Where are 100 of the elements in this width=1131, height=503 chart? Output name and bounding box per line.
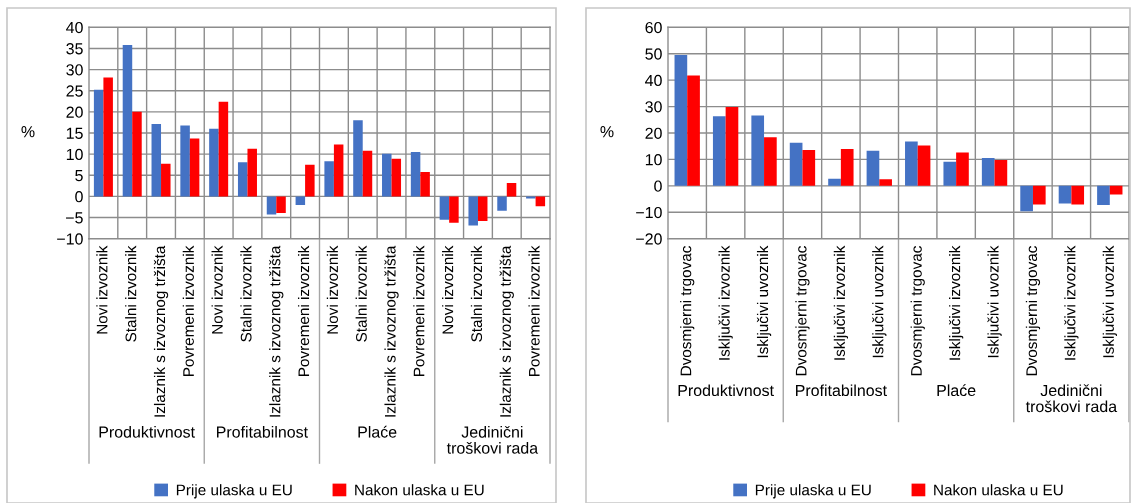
bar [122, 45, 133, 197]
bar [535, 196, 546, 207]
x-tick-label: Isključivi izvoznik [833, 245, 849, 360]
bar [866, 150, 880, 186]
bar [725, 107, 739, 186]
bar [1097, 185, 1110, 205]
bar [180, 125, 190, 197]
x-tick-label: Dvosmjerni trgovac [680, 246, 695, 376]
y-tick-label: 40 [645, 74, 662, 87]
y-tick-label: −20 [636, 233, 662, 245]
x-tick-label: Novi izvoznik [326, 245, 339, 334]
bar [189, 138, 200, 197]
legend-label: Nakon ulaska u EU [934, 484, 1063, 496]
bar [879, 179, 892, 186]
bar [420, 171, 430, 197]
bar [956, 152, 969, 186]
bar [526, 196, 536, 199]
y-tick-label: 30 [645, 101, 662, 113]
text: Jedinični troškovi rada [446, 425, 539, 454]
bar [477, 196, 488, 221]
x-tick-label: Isključivi izvoznik [718, 245, 733, 360]
bar [362, 150, 373, 197]
y-axis-title: % [600, 126, 614, 138]
bar [237, 162, 248, 197]
x-tick-label: Izlaznik s izvoznog tržišta [269, 245, 284, 417]
bar [751, 115, 765, 186]
x-tick-label: Isključivi uvoznik [1102, 245, 1117, 358]
bar [439, 196, 450, 220]
y-tick-label: 20 [66, 106, 83, 118]
y-axis-title: % [21, 126, 35, 138]
y-tick-label: 10 [66, 148, 83, 161]
y-tick-label: −10 [636, 206, 662, 219]
bar [333, 144, 344, 197]
x-tick-label: Stalni izvoznik [355, 245, 367, 342]
bar [93, 89, 104, 197]
x-tick-label: Povremeni izvoznik [413, 245, 425, 376]
x-tick-label: Povremeni izvoznik [182, 245, 194, 376]
bar [103, 77, 113, 197]
x-tick-label: Novi izvoznik [211, 245, 223, 334]
bar [324, 161, 334, 197]
bar [1109, 185, 1123, 195]
text: Produktivnost [678, 384, 774, 397]
x-tick-label: Stalni izvoznik [240, 245, 252, 342]
x-tick-label: Dvosmjerni trgovac [795, 246, 810, 376]
y-tick-label: 40 [66, 21, 83, 34]
bar [687, 75, 700, 186]
y-tick-label: −10 [57, 233, 83, 245]
text: Profitabilnost [217, 426, 308, 438]
bar [497, 196, 507, 211]
bar [994, 159, 1008, 186]
text: Produktivnost [99, 426, 195, 438]
x-tick-label: Isključivi uvoznik [872, 245, 887, 358]
x-tick-label: Dvosmjerni trgovac [1025, 246, 1041, 376]
x-tick-label: Novi izvoznik [442, 245, 454, 334]
bar [218, 101, 229, 197]
bar [209, 128, 219, 197]
bar [1032, 185, 1046, 205]
bar [802, 149, 816, 186]
x-tick-label: Isključivi izvoznik [948, 245, 964, 360]
bar [1071, 185, 1085, 205]
bar [506, 182, 517, 197]
bar [276, 196, 286, 213]
text: Plaće [358, 425, 397, 438]
y-tick-label: 60 [645, 21, 662, 34]
y-tick-label: 25 [66, 85, 83, 97]
bar [905, 141, 918, 186]
legend-label: Nakon ulaska u EU [355, 484, 484, 496]
bar [1020, 185, 1033, 212]
bar [828, 178, 841, 186]
y-tick-label: −5 [66, 212, 83, 224]
y-tick-label: 50 [645, 48, 662, 60]
bar [161, 163, 171, 197]
y-tick-label: 35 [66, 43, 83, 55]
bar [789, 142, 803, 186]
x-tick-label: Stalni izvoznik [470, 245, 483, 342]
bar [917, 145, 931, 186]
x-tick-label: Isključivi uvoznik [756, 245, 772, 358]
bar [247, 148, 257, 197]
bar [382, 153, 392, 197]
bar [353, 120, 363, 197]
bar [410, 152, 421, 197]
x-tick-label: Isključivi uvoznik [987, 245, 1002, 358]
y-tick-label: 5 [75, 170, 83, 182]
y-tick-label: 20 [645, 127, 662, 139]
y-tick-label: 0 [75, 191, 83, 203]
y-tick-label: 15 [66, 127, 83, 139]
text: Plaće [937, 384, 976, 397]
x-tick-label: Dvosmjerni trgovac [910, 246, 925, 376]
y-tick-label: 30 [66, 64, 83, 76]
x-tick-label: Isključivi izvoznik [1064, 245, 1079, 360]
bar [151, 124, 162, 197]
bar [266, 196, 277, 215]
x-tick-label: Povremeni izvoznik [528, 245, 540, 376]
x-tick-label: Izlaznik s izvoznog tržišta [499, 245, 514, 417]
bar [712, 116, 726, 186]
bar [449, 196, 459, 223]
text: Jedinični troškovi rada [1025, 384, 1118, 413]
bar [391, 158, 402, 197]
x-tick-label: Izlaznik s izvoznog tržišta [153, 245, 169, 417]
x-tick-label: Novi izvoznik [96, 245, 108, 334]
